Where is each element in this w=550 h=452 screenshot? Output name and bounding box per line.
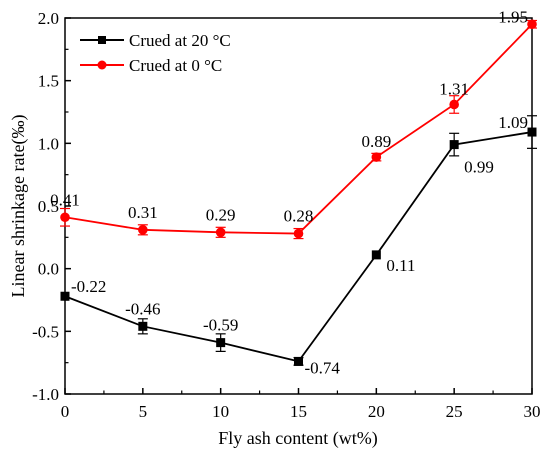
y-tick-label: -0.5 — [32, 322, 59, 341]
x-tick-label: 5 — [139, 402, 148, 421]
x-tick-label: 20 — [368, 402, 385, 421]
data-label-series-1: 0.28 — [284, 207, 314, 226]
data-point-series-0 — [60, 291, 70, 301]
x-tick-label: 0 — [61, 402, 70, 421]
y-tick-label: 0.0 — [38, 260, 59, 279]
y-tick-label: 2.0 — [38, 9, 59, 28]
data-point-series-0 — [527, 127, 537, 137]
data-label-series-0: 1.09 — [498, 113, 528, 132]
data-label-series-0: 0.11 — [386, 256, 415, 275]
data-point-series-0 — [371, 250, 381, 260]
x-tick-label: 10 — [212, 402, 229, 421]
data-label-series-0: -0.59 — [203, 316, 238, 335]
y-tick-label: 1.0 — [38, 134, 59, 153]
data-label-series-0: -0.74 — [305, 358, 341, 377]
data-label-series-1: 1.31 — [439, 79, 469, 98]
data-labels: -0.22 -0.46 -0.59 -0.74 0.11 0.99 1.09 0.41 0.31… — [50, 7, 528, 377]
y-tick-label: 1.5 — [38, 72, 59, 91]
data-point-series-0 — [449, 140, 459, 150]
data-label-series-1: 0.89 — [361, 132, 391, 151]
data-label-series-0: -0.46 — [125, 299, 160, 318]
legend-label-series-0: Crued at 20 °C — [129, 31, 231, 50]
y-tick-label: 0.5 — [38, 197, 59, 216]
y-tick-label: -1.0 — [32, 385, 59, 404]
data-label-series-1: 1.95 — [498, 7, 528, 26]
data-point-series-1 — [215, 227, 226, 238]
data-point-series-1 — [138, 225, 148, 235]
data-label-series-0: 0.99 — [464, 158, 494, 177]
data-label-series-0: -0.22 — [71, 277, 106, 296]
legend-label-series-1: Crued at 0 °C — [129, 56, 222, 75]
legend-marker-series-1 — [97, 60, 107, 70]
series-layer — [60, 19, 537, 366]
data-label-series-1: 0.31 — [128, 203, 158, 222]
data-point-series-1 — [60, 212, 70, 223]
data-point-series-1 — [449, 99, 459, 110]
data-label-series-1: 0.29 — [206, 205, 236, 224]
data-point-series-0 — [138, 321, 148, 331]
data-point-series-0 — [294, 356, 303, 366]
series-line-0 — [64, 131, 533, 363]
data-label-series-1: 0.41 — [50, 190, 80, 209]
data-point-series-1 — [527, 19, 537, 30]
y-axis-title: Linear shrinkage rate(‰) — [8, 115, 29, 298]
data-point-series-0 — [216, 338, 226, 348]
legend-marker-series-0 — [98, 36, 106, 44]
data-point-series-1 — [371, 152, 382, 162]
legend: Crued at 20 °C Crued at 0 °C — [80, 31, 231, 75]
axis-ticks: 0 5 10 15 20 25 30 -1.0 -0.5 0.0 0.5 1.0 1.5 2.0 — [32, 9, 540, 421]
x-axis-title: Fly ash content (wt%) — [218, 428, 377, 449]
x-tick-label: 25 — [446, 402, 463, 421]
data-point-series-1 — [293, 228, 304, 239]
x-tick-label: 30 — [524, 402, 541, 421]
x-tick-label: 15 — [290, 402, 307, 421]
